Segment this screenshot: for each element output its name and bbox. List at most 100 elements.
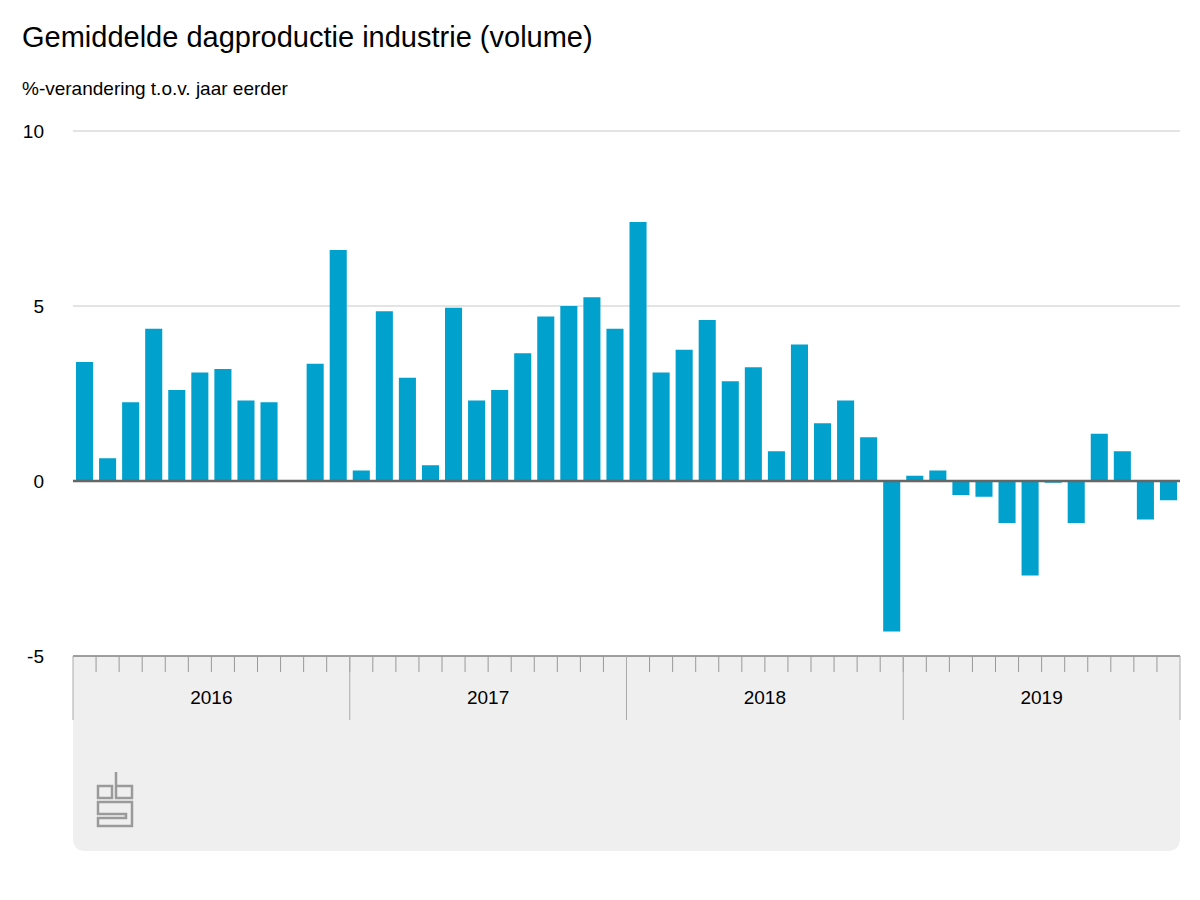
x-tick [1018,656,1019,672]
year-separator [73,656,74,720]
grid-line [73,131,1180,132]
x-tick [280,656,281,672]
bar [237,401,254,482]
bar [399,378,416,481]
bar [260,402,277,481]
year-label: 2017 [467,687,509,708]
x-tick [142,656,143,672]
x-tick [465,656,466,672]
bar [745,367,762,481]
x-tick [787,656,788,672]
x-tick [165,656,166,672]
x-tick [857,656,858,672]
bar [768,451,785,481]
year-label: 2019 [1020,687,1062,708]
x-tick [234,656,235,672]
bar [722,381,739,481]
x-tick [418,656,419,672]
x-tick [880,656,881,672]
bar [975,481,992,497]
x-tick [649,656,650,672]
bar [606,329,623,481]
bar [583,297,600,481]
bar [122,402,139,481]
year-separator [1180,656,1181,720]
bar [837,401,854,482]
bar [1022,481,1039,576]
bars [76,222,1177,632]
bar [560,306,577,481]
x-tick [695,656,696,672]
bar [145,329,162,481]
bar [629,222,646,481]
year-label: 2016 [190,687,232,708]
bar [860,437,877,481]
x-tick [1110,656,1111,672]
x-tick [672,656,673,672]
bar [214,369,231,481]
y-tick-label: 0 [33,471,44,492]
bar [168,390,185,481]
bar [353,471,370,482]
x-tick [395,656,396,672]
year-separator [349,656,350,720]
x-tick [557,656,558,672]
bar [491,390,508,481]
x-tick [1041,656,1042,672]
bar [1137,481,1154,520]
bar [537,317,554,482]
bar [307,364,324,481]
x-tick [995,656,996,672]
bar [376,311,393,481]
x-tick [949,656,950,672]
x-tick [811,656,812,672]
x-tick [488,656,489,672]
bar [514,353,531,481]
bar [1160,481,1177,500]
x-tick [1064,656,1065,672]
x-tick [372,656,373,672]
bar [814,423,831,481]
y-tick-label: 5 [33,296,44,317]
x-tick [326,656,327,672]
bar [699,320,716,481]
bar [445,308,462,481]
x-tick [303,656,304,672]
bar [422,465,439,481]
bar [929,471,946,482]
x-tick [442,656,443,672]
bar [191,373,208,482]
y-tick-label: -5 [27,646,44,667]
logo [98,772,132,826]
x-tick [96,656,97,672]
bar [883,481,900,632]
x-tick [926,656,927,672]
logo-part [98,802,132,826]
x-tick [741,656,742,672]
x-tick [188,656,189,672]
x-tick [1133,656,1134,672]
x-tick [534,656,535,672]
x-tick [1156,656,1157,672]
x-tick [580,656,581,672]
x-tick [718,656,719,672]
year-separator [626,656,627,720]
bar [330,250,347,481]
bar [468,401,485,482]
x-tick [257,656,258,672]
logo-part [98,772,132,798]
year-separator [903,656,904,720]
grid-line [73,306,1180,307]
bar [1091,434,1108,481]
x-tick [603,656,604,672]
bar [676,350,693,481]
x-tick [972,656,973,672]
subtitle: %-verandering t.o.v. jaar eerder [22,78,288,99]
x-tick [834,656,835,672]
year-label: 2018 [744,687,786,708]
bar [998,481,1015,523]
bar [1068,481,1085,523]
y-tick-label: 10 [23,121,44,142]
bar [791,345,808,482]
zero-line [73,480,1180,483]
